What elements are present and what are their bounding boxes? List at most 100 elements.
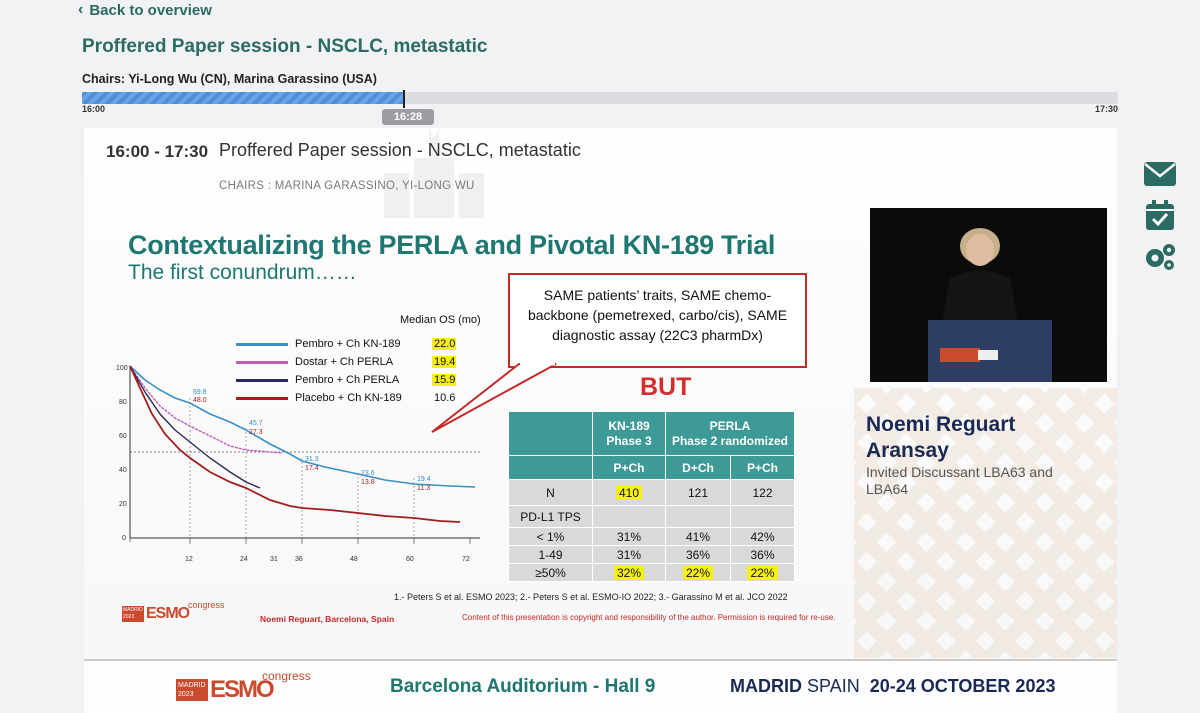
legend-value: 22.0 <box>432 338 456 350</box>
envelope-icon[interactable] <box>1142 158 1178 190</box>
table-cell: 32% <box>592 563 666 582</box>
table-cell: 31% <box>592 527 666 546</box>
row-label: N <box>508 479 593 506</box>
video-session-title: Proffered Paper session - NSCLC, metasta… <box>219 140 581 160</box>
esmo-logo-footer: MADRID 2023 ESMO congress <box>176 669 336 703</box>
calendar-check-icon[interactable] <box>1142 199 1178 231</box>
legend-value: 19.4 <box>432 356 456 368</box>
logo-city: MADRID <box>123 607 143 613</box>
session-chairs: Chairs: Yi-Long Wu (CN), Marina Garassin… <box>82 72 377 86</box>
table-cell: 122 <box>730 479 795 506</box>
legend-label: Dostar + Ch PERLA <box>295 356 394 368</box>
col-header: P+Ch <box>730 455 795 480</box>
table-cell: 410 <box>592 479 666 506</box>
session-timeline[interactable] <box>82 90 1118 108</box>
table-cell: 42% <box>730 527 795 546</box>
x-tick: 36 <box>295 556 303 563</box>
table-row: ≥50% 32% 22% 22% <box>508 563 795 582</box>
col-header: D+Ch <box>665 455 731 480</box>
event-city: MADRID <box>730 676 802 696</box>
table-cell: 31% <box>592 545 666 564</box>
gears-icon[interactable] <box>1142 240 1178 272</box>
back-to-overview-link[interactable]: ‹ Back to overview <box>78 1 212 19</box>
row-label: ≥50% <box>508 563 593 582</box>
table-cell: 22% <box>665 563 731 582</box>
km-label: 69.8 <box>193 389 207 396</box>
legend-entry: Pembro + Ch PERLA <box>236 374 399 386</box>
timeline-playhead[interactable] <box>403 90 406 108</box>
video-footer: MADRID 2023 ESMO congress Barcelona Audi… <box>84 661 1117 713</box>
footer-divider <box>84 659 1117 661</box>
km-survival-plot: 100 80 60 40 20 0 12 24 31 36 48 60 72 <box>116 365 480 563</box>
x-tick: 12 <box>185 556 193 563</box>
y-tick: 0 <box>122 535 126 542</box>
legend-label: Placebo + Ch KN-189 <box>295 392 402 404</box>
legend-entry: Dostar + Ch PERLA <box>236 356 393 368</box>
table-row: 1-49 31% 36% 36% <box>508 545 795 564</box>
logo-suffix: congress <box>262 669 311 683</box>
median-os-label: Median OS (mo) <box>400 314 481 326</box>
row-label: 1-49 <box>508 545 593 564</box>
slide-subtitle: The first conundrum…… <box>128 261 357 284</box>
video-player[interactable]: 16:00 - 17:30 Proffered Paper session - … <box>84 128 1117 713</box>
cell-value: 121 <box>687 485 709 500</box>
side-actions <box>1142 158 1182 281</box>
logo-suffix: congress <box>188 600 225 610</box>
table-cell: 41% <box>665 527 731 546</box>
page-title: Proffered Paper session - NSCLC, metasta… <box>82 36 488 57</box>
timeline-current-time: 16:28 <box>382 109 434 125</box>
cathedral-watermark-icon <box>384 128 484 218</box>
decorative-pattern <box>854 388 1117 658</box>
slide-references: 1.- Peters S et al. ESMO 2023; 2.- Peter… <box>394 592 788 602</box>
venue: Barcelona Auditorium - Hall 9 <box>390 676 656 697</box>
callout-pointer-icon <box>431 362 557 433</box>
esmo-logo-small: MADRID 2023 ESMO congress <box>122 600 242 626</box>
legend-entry: Placebo + Ch KN-189 <box>236 392 402 404</box>
slide-but: BUT <box>640 373 692 401</box>
cell-value: 42% <box>750 529 775 544</box>
table-row: N 410 121 122 <box>508 479 795 506</box>
legend-swatch <box>236 378 288 382</box>
table-row: < 1% 31% 41% 42% <box>508 527 795 546</box>
event-country: SPAIN <box>807 676 860 696</box>
chevron-left-icon: ‹ <box>78 1 84 18</box>
timeline-progress <box>82 92 405 104</box>
legend-label: Pembro + Ch PERLA <box>295 374 400 386</box>
cell-value: 36% <box>685 547 711 562</box>
legend-swatch <box>236 396 288 400</box>
table-cell <box>730 505 795 528</box>
legend-value: 15.9 <box>432 374 456 386</box>
km-label: 13.8 <box>361 479 375 486</box>
y-tick: 80 <box>119 399 127 406</box>
logo-year: 2023 <box>123 614 135 620</box>
table-cell: 36% <box>665 545 731 564</box>
logo-city: MADRID <box>178 682 206 689</box>
km-label: 23.6 <box>361 470 375 477</box>
trial-comparison-table: KN-189 Phase 3 PERLA Phase 2 randomized P+… <box>508 411 795 582</box>
cell-value: 22% <box>682 565 714 580</box>
km-label: 31.3 <box>305 456 319 463</box>
event-dates: 20-24 OCTOBER 2023 <box>869 676 1056 696</box>
speaker-role: Invited Discussant LBA63 and LBA64 <box>866 464 1053 497</box>
x-tick: 60 <box>406 556 414 563</box>
row-label: < 1% <box>508 527 593 546</box>
y-tick: 20 <box>119 501 127 508</box>
cell-value: 410 <box>615 485 643 500</box>
table-cell: 121 <box>665 479 731 506</box>
x-tick: 72 <box>462 556 470 563</box>
km-label: 11.3 <box>417 485 430 492</box>
slide-callout: SAME patients’ traits, SAME chemo-backbo… <box>508 273 807 368</box>
logo-year: 2023 <box>178 691 194 698</box>
video-time-range: 16:00 - 17:30 <box>106 142 209 161</box>
logo-brand: ESMO <box>210 676 275 703</box>
cell-value: 22% <box>747 565 778 580</box>
speaker-video-feed <box>870 208 1107 382</box>
legend-swatch <box>236 360 288 364</box>
legend-swatch <box>236 342 288 346</box>
slide-presenter: Noemi Reguart, Barcelona, Spain <box>260 614 395 624</box>
table-cell <box>665 505 731 528</box>
col-header: P+Ch <box>592 455 666 480</box>
y-tick: 40 <box>119 467 127 474</box>
timeline-start: 16:00 <box>82 104 106 114</box>
x-tick: 24 <box>240 556 248 563</box>
